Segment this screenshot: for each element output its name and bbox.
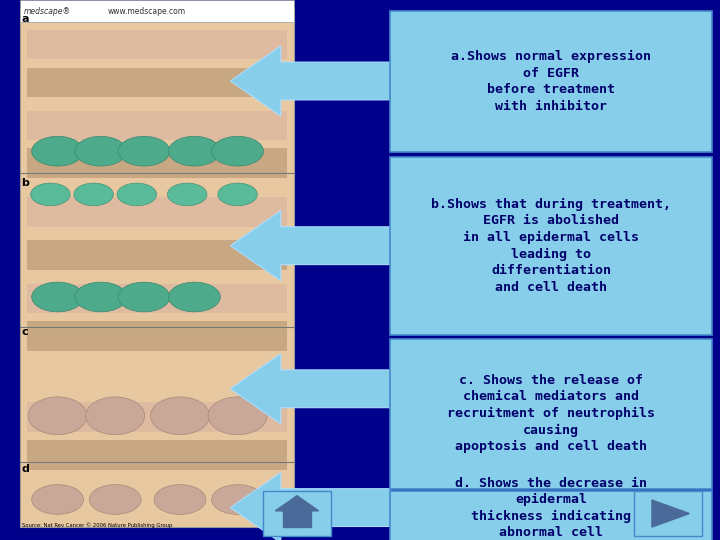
FancyBboxPatch shape xyxy=(27,30,287,59)
FancyBboxPatch shape xyxy=(27,148,287,178)
Ellipse shape xyxy=(150,397,210,435)
Ellipse shape xyxy=(168,282,220,312)
Ellipse shape xyxy=(217,183,258,206)
FancyBboxPatch shape xyxy=(634,491,702,536)
FancyBboxPatch shape xyxy=(263,491,331,536)
Text: d. Shows the decrease in
epidermal
thickness indicating
abnormal cell
differenti: d. Shows the decrease in epidermal thick… xyxy=(455,477,647,540)
FancyBboxPatch shape xyxy=(27,440,287,470)
Ellipse shape xyxy=(118,136,170,166)
FancyBboxPatch shape xyxy=(390,157,712,335)
Text: c: c xyxy=(22,327,28,337)
Text: c. Shows the release of
chemical mediators and
recruitment of neutrophils
causin: c. Shows the release of chemical mediato… xyxy=(447,374,655,453)
Ellipse shape xyxy=(86,397,145,435)
FancyBboxPatch shape xyxy=(27,240,287,270)
FancyBboxPatch shape xyxy=(27,197,287,227)
Polygon shape xyxy=(230,46,390,116)
FancyBboxPatch shape xyxy=(390,491,712,540)
Ellipse shape xyxy=(31,183,71,206)
Ellipse shape xyxy=(32,136,84,166)
FancyBboxPatch shape xyxy=(27,111,287,140)
FancyBboxPatch shape xyxy=(390,11,712,152)
Text: a.Shows normal expression
of EGFR
before treatment
with inhibitor: a.Shows normal expression of EGFR before… xyxy=(451,50,651,113)
Polygon shape xyxy=(230,211,390,281)
FancyBboxPatch shape xyxy=(20,8,294,526)
FancyBboxPatch shape xyxy=(27,402,287,432)
Ellipse shape xyxy=(118,282,170,312)
Ellipse shape xyxy=(75,136,127,166)
FancyBboxPatch shape xyxy=(27,284,287,313)
Polygon shape xyxy=(652,500,690,527)
Ellipse shape xyxy=(154,485,206,514)
Ellipse shape xyxy=(75,282,127,312)
Ellipse shape xyxy=(117,183,157,206)
Text: medscape®: medscape® xyxy=(24,7,71,16)
Ellipse shape xyxy=(32,485,84,514)
FancyBboxPatch shape xyxy=(390,339,712,489)
Ellipse shape xyxy=(167,183,207,206)
Polygon shape xyxy=(275,496,319,511)
Ellipse shape xyxy=(212,136,264,166)
Text: a: a xyxy=(22,14,29,24)
FancyBboxPatch shape xyxy=(282,509,311,527)
Ellipse shape xyxy=(32,282,84,312)
Polygon shape xyxy=(230,354,390,424)
FancyBboxPatch shape xyxy=(27,321,287,351)
Ellipse shape xyxy=(28,397,87,435)
Text: b: b xyxy=(22,178,30,188)
Text: www.medscape.com: www.medscape.com xyxy=(108,7,186,16)
Text: Source: Nat Rev Cancer © 2006 Nature Publishing Group: Source: Nat Rev Cancer © 2006 Nature Pub… xyxy=(22,523,172,528)
Polygon shape xyxy=(230,472,390,540)
Ellipse shape xyxy=(168,136,220,166)
Text: b.Shows that during treatment,
EGFR is abolished
in all epidermal cells
leading : b.Shows that during treatment, EGFR is a… xyxy=(431,198,671,294)
Ellipse shape xyxy=(74,183,114,206)
Ellipse shape xyxy=(89,485,141,514)
Ellipse shape xyxy=(212,485,264,514)
FancyBboxPatch shape xyxy=(20,0,294,22)
Ellipse shape xyxy=(208,397,267,435)
FancyBboxPatch shape xyxy=(27,68,287,97)
Text: d: d xyxy=(22,464,30,475)
